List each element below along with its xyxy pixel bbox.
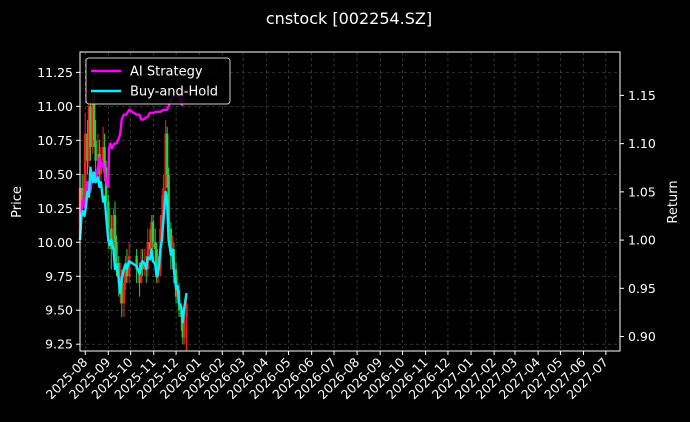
y2-tick-label: 1.10: [628, 136, 656, 151]
candle-body: [89, 106, 92, 148]
candle-body: [169, 228, 173, 256]
candle-body: [115, 242, 118, 263]
candle-body: [124, 269, 127, 284]
legend: AI Strategy Buy-and-Hold: [85, 57, 231, 105]
candle-body: [82, 194, 85, 202]
legend-label-buy-and-hold: Buy-and-Hold: [130, 85, 218, 100]
candle-body: [162, 187, 165, 216]
y2-axis-label: Return: [666, 180, 681, 223]
candle-body: [155, 249, 158, 277]
candle-body: [94, 140, 97, 161]
y-tick-label: 9.50: [45, 303, 73, 318]
y-tick-label: 10.50: [37, 167, 73, 182]
y-tick-label: 10.00: [37, 235, 73, 250]
candle-body: [160, 215, 164, 229]
series-layer: [78, 85, 188, 324]
legend-label-ai-strategy: AI Strategy: [130, 65, 203, 80]
candle-body: [154, 242, 157, 250]
candle-body: [91, 99, 94, 148]
y-tick-label: 11.00: [37, 99, 73, 114]
candle-body: [185, 303, 188, 318]
candle-body: [107, 201, 110, 236]
candle-body: [165, 133, 169, 175]
candle-body: [167, 174, 170, 229]
candle-body: [103, 147, 106, 168]
chart-title: cnstock [002254.SZ]: [266, 9, 432, 28]
y-tick-label: 11.25: [37, 65, 73, 80]
candle-body: [110, 228, 113, 250]
candle-body: [96, 153, 100, 161]
candle-body: [87, 106, 91, 161]
right-axis-ticks: 0.90 0.95 1.00 1.05 1.10 1.15: [620, 88, 656, 344]
candle-body: [86, 133, 89, 161]
y2-tick-label: 0.95: [628, 281, 656, 296]
candle-body: [122, 283, 126, 304]
candle-body: [164, 133, 167, 188]
candle-body: [127, 255, 131, 277]
candle-body: [119, 276, 122, 284]
candle-body: [135, 255, 138, 270]
candle-body: [125, 269, 129, 277]
y-tick-label: 9.75: [45, 269, 73, 284]
candle-body: [148, 242, 152, 250]
y-tick-label: 9.25: [45, 337, 73, 352]
y-tick-label: 10.25: [37, 201, 73, 216]
plot-frame: [79, 51, 621, 352]
y2-tick-label: 0.90: [628, 329, 656, 344]
y-tick-label: 10.75: [37, 133, 73, 148]
series-line-buy-and-hold: [78, 166, 188, 324]
candle-body: [150, 221, 153, 250]
candle-body: [151, 221, 155, 243]
candle-body: [112, 215, 115, 250]
y2-tick-label: 1.05: [628, 184, 656, 199]
candle-body: [146, 242, 149, 270]
candle-body: [108, 228, 111, 236]
y2-tick-label: 1.00: [628, 233, 656, 248]
candle-body: [81, 187, 84, 202]
candle-body: [183, 317, 186, 338]
candle-body: [101, 147, 105, 161]
candle-body: [84, 133, 87, 195]
candle-body: [139, 262, 143, 284]
y2-tick-label: 1.15: [628, 88, 656, 103]
legend-box: [85, 57, 231, 105]
candle-body: [113, 215, 117, 243]
candle-body: [181, 317, 184, 338]
left-axis-ticks: 9.25 9.50 9.75 10.00 10.25 10.50 10.75 11.00 11.…: [37, 65, 80, 352]
y-axis-label: Price: [10, 186, 25, 218]
candle-body: [141, 262, 144, 270]
candle-body: [92, 99, 96, 141]
candle-body: [138, 269, 141, 284]
